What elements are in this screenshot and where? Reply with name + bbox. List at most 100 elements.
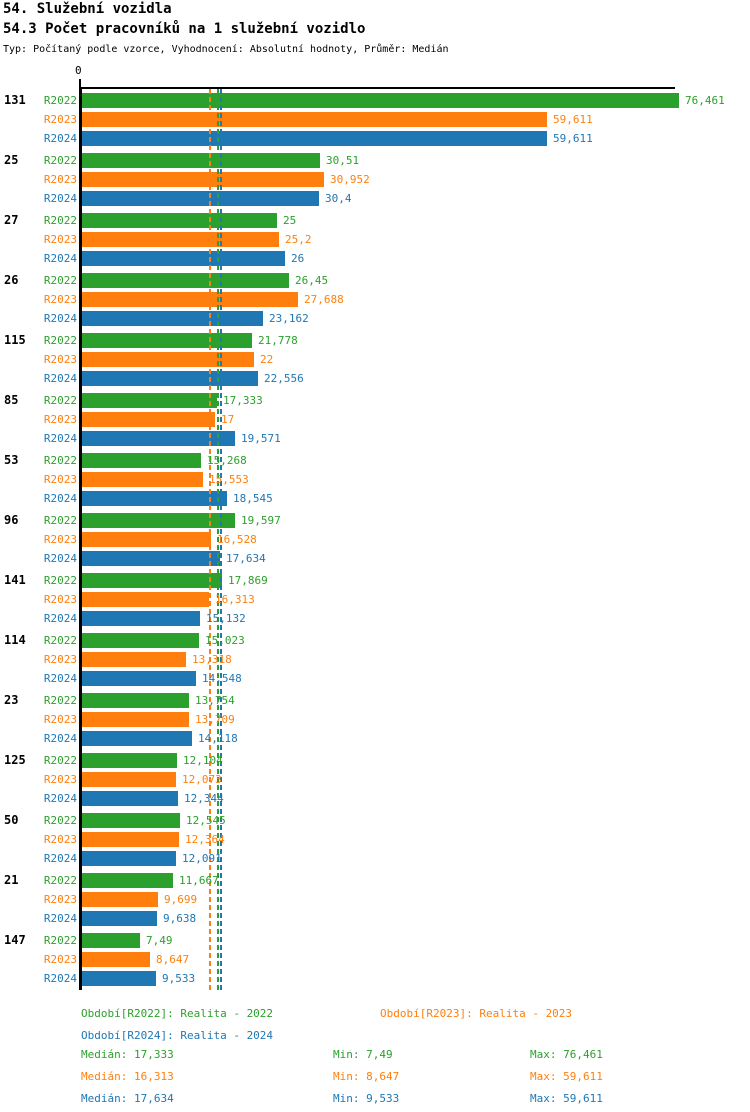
bar-value-label: 15,553 bbox=[209, 473, 249, 486]
median-r2024-line bbox=[220, 89, 222, 990]
group-id-label: 25 bbox=[4, 153, 19, 167]
bar-115-r2022 bbox=[82, 333, 252, 348]
bar-25-r2023 bbox=[82, 172, 324, 187]
stat-max-r2024: Max: 59,611 bbox=[530, 1092, 603, 1105]
series-row-label: R2023 bbox=[43, 593, 77, 606]
series-row-label: R2024 bbox=[43, 132, 77, 145]
bar-114-r2024 bbox=[82, 671, 196, 686]
stat-median-r2022: Medián: 17,333 bbox=[81, 1048, 174, 1061]
bar-141-r2024 bbox=[82, 611, 200, 626]
series-row-label: R2024 bbox=[43, 192, 77, 205]
bar-value-label: 12,364 bbox=[185, 833, 225, 846]
group-id-label: 50 bbox=[4, 813, 19, 827]
stat-max-r2023: Max: 59,611 bbox=[530, 1070, 603, 1083]
bar-value-label: 25 bbox=[283, 214, 297, 227]
bar-value-label: 12,545 bbox=[186, 814, 226, 827]
series-row-label: R2024 bbox=[43, 312, 77, 325]
group-id-label: 27 bbox=[4, 213, 19, 227]
series-row-label: R2022 bbox=[43, 574, 77, 587]
bar-125-r2022 bbox=[82, 753, 177, 768]
bar-25-r2022 bbox=[82, 153, 320, 168]
series-row-label: R2024 bbox=[43, 852, 77, 865]
bar-96-r2023 bbox=[82, 532, 211, 547]
series-row-label: R2024 bbox=[43, 912, 77, 925]
bar-value-label: 30,51 bbox=[326, 154, 360, 167]
bar-141-r2022 bbox=[82, 573, 222, 588]
bar-147-r2024 bbox=[82, 971, 156, 986]
bar-115-r2023 bbox=[82, 352, 254, 367]
group-id-label: 125 bbox=[4, 753, 26, 767]
bar-21-r2024 bbox=[82, 911, 157, 926]
bar-value-label: 13,318 bbox=[192, 653, 232, 666]
group-id-label: 23 bbox=[4, 693, 19, 707]
bar-value-label: 23,162 bbox=[269, 312, 309, 325]
bar-147-r2022 bbox=[82, 933, 140, 948]
series-row-label: R2022 bbox=[43, 454, 77, 467]
series-row-label: R2024 bbox=[43, 972, 77, 985]
bar-value-label: 16,313 bbox=[215, 593, 255, 606]
bar-114-r2023 bbox=[82, 652, 186, 667]
group-id-label: 53 bbox=[4, 453, 19, 467]
bar-23-r2023 bbox=[82, 712, 189, 727]
bar-141-r2023 bbox=[82, 592, 209, 607]
stat-median-r2023: Medián: 16,313 bbox=[81, 1070, 174, 1083]
bar-value-label: 9,699 bbox=[164, 893, 198, 906]
bar-value-label: 26 bbox=[291, 252, 305, 265]
series-row-label: R2023 bbox=[43, 173, 77, 186]
bar-value-label: 15,023 bbox=[205, 634, 245, 647]
legend-item-r2022: Období[R2022]: Realita - 2022 bbox=[81, 1007, 274, 1020]
series-row-label: R2023 bbox=[43, 533, 77, 546]
bar-value-label: 11,667 bbox=[179, 874, 219, 887]
series-row-label: R2022 bbox=[43, 154, 77, 167]
series-row-label: R2023 bbox=[43, 653, 77, 666]
bar-value-label: 14,118 bbox=[198, 732, 238, 745]
series-row-label: R2024 bbox=[43, 432, 77, 445]
series-row-label: R2022 bbox=[43, 934, 77, 947]
series-row-label: R2024 bbox=[43, 552, 77, 565]
bar-value-label: 27,688 bbox=[304, 293, 344, 306]
bar-value-label: 9,533 bbox=[162, 972, 196, 985]
bar-value-label: 26,45 bbox=[295, 274, 329, 287]
series-row-label: R2023 bbox=[43, 353, 77, 366]
bar-23-r2024 bbox=[82, 731, 192, 746]
bar-value-label: 76,461 bbox=[685, 94, 725, 107]
bar-131-r2024 bbox=[82, 131, 547, 146]
series-row-label: R2023 bbox=[43, 773, 77, 786]
bar-53-r2022 bbox=[82, 453, 201, 468]
x-axis-zero-tick bbox=[79, 79, 81, 88]
bar-value-label: 8,647 bbox=[156, 953, 190, 966]
series-row-label: R2022 bbox=[43, 514, 77, 527]
bar-value-label: 18,545 bbox=[233, 492, 273, 505]
median-r2023-line bbox=[209, 89, 211, 990]
bar-125-r2024 bbox=[82, 791, 178, 806]
series-row-label: R2024 bbox=[43, 612, 77, 625]
bar-53-r2023 bbox=[82, 472, 203, 487]
group-id-label: 114 bbox=[4, 633, 26, 647]
series-row-label: R2022 bbox=[43, 394, 77, 407]
series-row-label: R2023 bbox=[43, 893, 77, 906]
bar-value-label: 16,528 bbox=[217, 533, 257, 546]
bar-value-label: 12,344 bbox=[184, 792, 224, 805]
group-id-label: 96 bbox=[4, 513, 19, 527]
bar-26-r2024 bbox=[82, 311, 263, 326]
series-row-label: R2022 bbox=[43, 814, 77, 827]
series-row-label: R2023 bbox=[43, 233, 77, 246]
stat-median-r2024: Medián: 17,634 bbox=[81, 1092, 174, 1105]
group-id-label: 141 bbox=[4, 573, 26, 587]
series-row-label: R2022 bbox=[43, 694, 77, 707]
bar-value-label: 17,869 bbox=[228, 574, 268, 587]
series-row-label: R2024 bbox=[43, 252, 77, 265]
bar-26-r2022 bbox=[82, 273, 289, 288]
x-axis-line bbox=[79, 87, 675, 89]
bar-value-label: 25,2 bbox=[285, 233, 312, 246]
series-row-label: R2024 bbox=[43, 792, 77, 805]
bar-131-r2023 bbox=[82, 112, 547, 127]
bar-50-r2024 bbox=[82, 851, 176, 866]
bar-value-label: 14,548 bbox=[202, 672, 242, 685]
bar-85-r2022 bbox=[82, 393, 217, 408]
bar-value-label: 13,754 bbox=[195, 694, 235, 707]
series-row-label: R2023 bbox=[43, 473, 77, 486]
bar-96-r2022 bbox=[82, 513, 235, 528]
bar-value-label: 9,638 bbox=[163, 912, 197, 925]
legend-item-r2023: Období[R2023]: Realita - 2023 bbox=[380, 1007, 573, 1020]
